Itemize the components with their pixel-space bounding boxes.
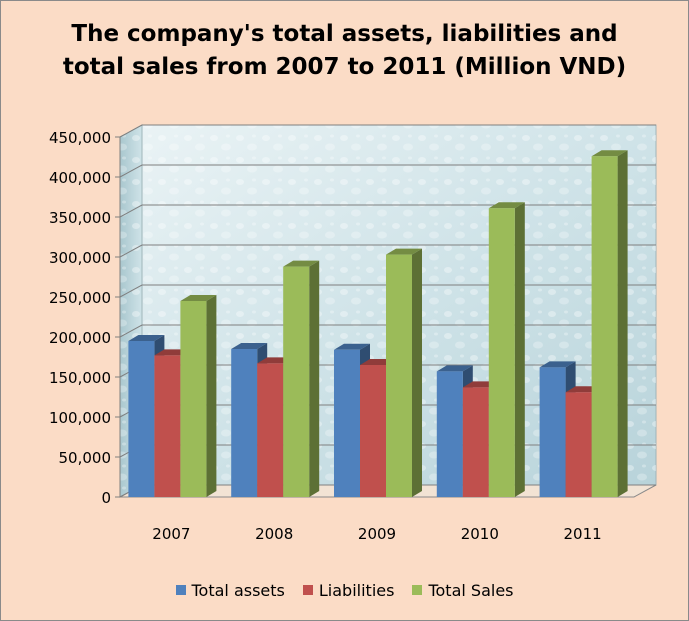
legend-label: Total Sales bbox=[428, 580, 514, 600]
gridline bbox=[119, 284, 656, 298]
legend-item: Liabilities bbox=[302, 580, 395, 600]
bar-front bbox=[565, 392, 592, 497]
bar-front bbox=[462, 387, 489, 497]
legend-swatch bbox=[302, 585, 313, 595]
y-tick-label: 100,000 bbox=[49, 409, 111, 427]
x-tick-label: 2009 bbox=[358, 525, 396, 543]
legend-swatch bbox=[175, 585, 186, 595]
x-tick-label: 2007 bbox=[152, 525, 190, 543]
legend-swatch bbox=[412, 585, 423, 595]
bar-side bbox=[514, 202, 525, 497]
x-tick-label: 2011 bbox=[564, 525, 602, 543]
bar-side bbox=[206, 295, 217, 497]
bar-top bbox=[231, 343, 268, 349]
y-tick-label: 350,000 bbox=[49, 209, 111, 227]
legend-item: Total Sales bbox=[412, 580, 514, 600]
bar bbox=[591, 150, 628, 497]
bar-front bbox=[488, 208, 515, 497]
bar-front bbox=[257, 363, 284, 497]
bar-front bbox=[283, 266, 310, 497]
legend: Total assets Liabilities Total Sales bbox=[0, 578, 689, 602]
legend-label: Total assets bbox=[191, 580, 285, 600]
bars-layer bbox=[128, 150, 628, 497]
bar-front bbox=[154, 355, 181, 497]
bar-front bbox=[360, 365, 386, 497]
bar-top bbox=[539, 361, 576, 368]
x-axis: 2007 2008 2009 2010 2011 bbox=[152, 525, 601, 543]
bar-top bbox=[334, 343, 370, 350]
y-tick-label: 50,000 bbox=[59, 449, 112, 467]
gridline bbox=[119, 204, 656, 218]
bar-top bbox=[386, 248, 422, 255]
bar-front bbox=[539, 367, 566, 497]
bar-front bbox=[591, 156, 618, 497]
x-tick-label: 2010 bbox=[461, 525, 499, 543]
x-tick-label: 2008 bbox=[255, 525, 293, 543]
bar-top bbox=[283, 260, 320, 267]
y-tick-label: 200,000 bbox=[49, 329, 111, 347]
chart-title-line-2: total sales from 2007 to 2011 (Million V… bbox=[62, 54, 627, 80]
bar bbox=[488, 202, 525, 497]
y-tick-label: 300,000 bbox=[49, 249, 111, 267]
y-tick-label: 450,000 bbox=[49, 129, 111, 147]
chart-title-line-1: The company's total assets, liabilities … bbox=[71, 21, 618, 47]
bar-top bbox=[180, 295, 217, 301]
bar-front bbox=[436, 371, 463, 497]
legend-label: Liabilities bbox=[318, 580, 395, 600]
y-axis: 0 50,000 100,000 150,000 200,000 250,000 300,0… bbox=[49, 129, 121, 507]
bar-side bbox=[412, 248, 422, 497]
bar-front bbox=[180, 301, 207, 497]
bar-top bbox=[128, 335, 165, 341]
bar-side bbox=[617, 150, 628, 497]
bar bbox=[180, 295, 217, 497]
bar-front bbox=[334, 349, 360, 497]
gridline bbox=[119, 244, 656, 258]
y-tick-label: 150,000 bbox=[49, 369, 111, 387]
y-tick-label: 250,000 bbox=[49, 289, 111, 307]
gridline bbox=[119, 124, 656, 138]
chart-title: The company's total assets, liabilities … bbox=[0, 18, 689, 84]
gridline bbox=[119, 164, 656, 178]
gridline bbox=[119, 324, 656, 338]
bar-front bbox=[386, 254, 412, 497]
y-tick-label: 400,000 bbox=[49, 169, 111, 187]
bar-front bbox=[128, 341, 155, 497]
bar-top bbox=[436, 365, 473, 372]
legend-item: Total assets bbox=[175, 580, 285, 600]
bar bbox=[386, 248, 422, 497]
y-tick-label: 0 bbox=[101, 489, 111, 507]
bar-top bbox=[488, 202, 525, 209]
bar bbox=[283, 260, 320, 497]
bar-side bbox=[309, 260, 320, 497]
bar-front bbox=[231, 349, 258, 497]
bar-top bbox=[591, 150, 628, 157]
